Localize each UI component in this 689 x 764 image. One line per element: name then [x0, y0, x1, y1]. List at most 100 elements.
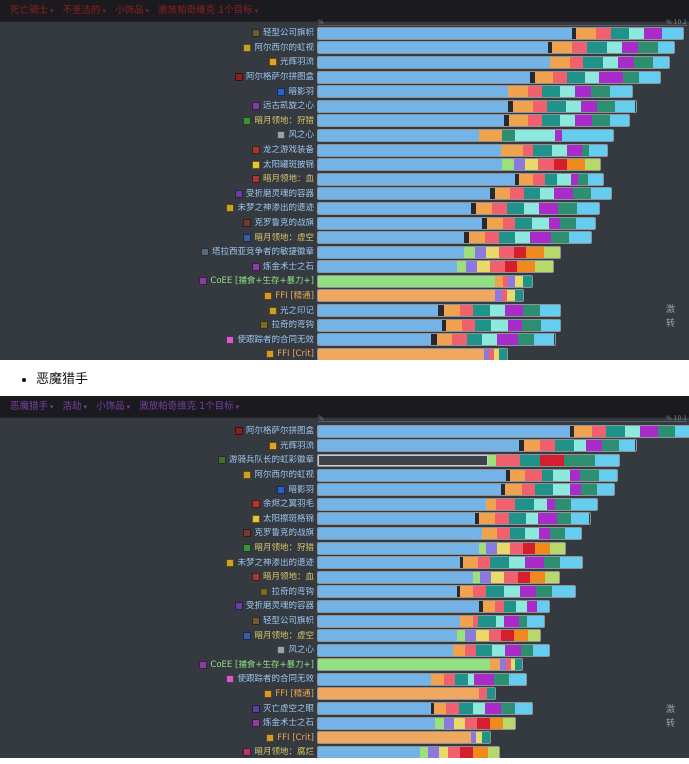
table-row[interactable]: FFI [精通] — [0, 687, 689, 702]
table-row[interactable]: 太阳擦斑格锦 — [0, 512, 689, 527]
stacked-bar[interactable] — [318, 261, 554, 273]
table-row[interactable]: 风之心 — [0, 128, 689, 143]
row-label[interactable]: 轻型公司旗帜 — [0, 616, 318, 626]
table-row[interactable]: 余烬之翼羽毛 — [0, 497, 689, 512]
table-row[interactable]: 炼金术士之石 — [0, 260, 689, 275]
row-label[interactable]: 受折磨灵魂的容器 — [0, 601, 318, 611]
stacked-bar[interactable] — [318, 673, 526, 685]
table-row[interactable]: 光辉羽流 — [0, 55, 689, 70]
row-label[interactable]: 使跟踪者的合同无效 — [0, 335, 318, 345]
table-row[interactable]: 灭亡虚空之眼 — [0, 701, 689, 716]
breadcrumb-class[interactable]: 恶魔猎手 ▾ — [10, 400, 54, 412]
row-label[interactable]: 轻型公司旗帜 — [0, 28, 318, 38]
row-label[interactable]: 光辉羽流 — [0, 57, 318, 67]
breadcrumb-fight[interactable]: 激放帕奇维克 1个目标 ▾ — [139, 400, 240, 412]
breadcrumb-slot[interactable]: 小饰品 ▾ — [96, 400, 131, 412]
stacked-bar[interactable] — [318, 56, 670, 68]
table-row[interactable]: 游骑兵队长的虹彩徽章 — [0, 453, 689, 468]
stacked-bar[interactable] — [318, 173, 603, 185]
table-row[interactable]: CoEE [捕食+生存+暴力+] — [0, 274, 689, 289]
stacked-bar[interactable] — [318, 469, 617, 481]
table-row[interactable]: 暗月领地：狩猎 — [0, 541, 689, 556]
table-row[interactable]: 使跟踪者的合同无效 — [0, 332, 689, 347]
row-label[interactable]: 暗月领地：虚空 — [0, 631, 318, 641]
stacked-bar[interactable] — [318, 644, 549, 656]
row-label[interactable]: 游骑兵队长的虹彩徽章 — [0, 455, 318, 465]
table-row[interactable]: 暗影羽 — [0, 84, 689, 99]
stacked-bar[interactable] — [318, 86, 633, 98]
table-row[interactable]: 暗影羽 — [0, 482, 689, 497]
breadcrumb-fight[interactable]: 激放帕奇维克 1个目标 ▾ — [158, 4, 259, 16]
breadcrumb-spec[interactable]: 浩劫 ▾ — [62, 400, 88, 412]
table-row[interactable]: 风之心 — [0, 643, 689, 658]
row-label[interactable]: 暗月领地：狩猎 — [0, 543, 318, 553]
stacked-bar[interactable] — [318, 275, 533, 287]
row-label[interactable]: 暗月领地：血 — [0, 572, 318, 582]
stacked-bar[interactable] — [318, 159, 601, 171]
row-label[interactable]: 炼金术士之石 — [0, 718, 318, 728]
table-row[interactable]: 暗月领地：血 — [0, 570, 689, 585]
row-label[interactable]: 克罗鲁克的战旗 — [0, 528, 318, 538]
row-label[interactable]: 暗影羽 — [0, 87, 318, 97]
row-label[interactable]: FFI [Crit] — [0, 349, 318, 359]
table-row[interactable]: 暗月领地：虚空 — [0, 230, 689, 245]
stacked-bar[interactable] — [318, 305, 561, 317]
stacked-bar[interactable] — [318, 557, 583, 569]
table-row[interactable]: 暗月领地：血 — [0, 172, 689, 187]
row-label[interactable]: 暗月领地：狩猎 — [0, 116, 318, 126]
row-label[interactable]: 克罗鲁克的战旗 — [0, 218, 318, 228]
table-row[interactable]: 使跟踪者的合同无效 — [0, 672, 689, 687]
stacked-bar[interactable] — [318, 144, 608, 156]
row-label[interactable]: 灭亡虚空之眼 — [0, 704, 318, 714]
stacked-bar[interactable] — [318, 232, 591, 244]
row-label[interactable]: 余烬之翼羽毛 — [0, 499, 318, 509]
stacked-bar[interactable] — [318, 334, 555, 346]
row-label[interactable]: FFI [精通] — [0, 689, 318, 699]
table-row[interactable]: 暗月领地：虚空 — [0, 628, 689, 643]
table-row[interactable]: FFI [精通] — [0, 289, 689, 304]
table-row[interactable]: 龙之游戏装备 — [0, 143, 689, 158]
row-label[interactable]: 受折磨灵魂的容器 — [0, 189, 318, 199]
stacked-bar[interactable] — [318, 484, 615, 496]
table-row[interactable]: 光辉羽流 — [0, 439, 689, 454]
stacked-bar[interactable] — [318, 703, 532, 715]
breadcrumb-class[interactable]: 死亡骑士 ▾ — [10, 4, 54, 16]
row-label[interactable]: CoEE [捕食+生存+暴力+] — [0, 660, 318, 670]
row-label[interactable]: 暗影羽 — [0, 485, 318, 495]
stacked-bar[interactable] — [318, 348, 508, 360]
row-label[interactable]: 暗月领地：血 — [0, 174, 318, 184]
row-label[interactable]: 阿尔格萨尔拼图盒 — [0, 72, 318, 82]
stacked-bar[interactable] — [318, 542, 566, 554]
table-row[interactable]: 克罗鲁克的战旗 — [0, 526, 689, 541]
row-label[interactable]: 风之心 — [0, 645, 318, 655]
stacked-bar[interactable] — [318, 290, 523, 302]
table-row[interactable]: CoEE [捕食+生存+暴力+] — [0, 658, 689, 673]
stacked-bar[interactable] — [318, 319, 560, 331]
row-label[interactable]: 风之心 — [0, 130, 318, 140]
stacked-bar[interactable] — [318, 732, 491, 744]
table-row[interactable]: 轻型公司旗帜 — [0, 614, 689, 629]
row-label[interactable]: 炼金术士之石 — [0, 262, 318, 272]
table-row[interactable]: 炼金术士之石 — [0, 716, 689, 731]
row-label[interactable]: FFI [Crit] — [0, 733, 318, 743]
stacked-bar[interactable] — [318, 188, 612, 200]
row-label[interactable]: 光之印记 — [0, 306, 318, 316]
stacked-bar[interactable] — [318, 129, 614, 141]
stacked-bar[interactable] — [318, 746, 499, 758]
table-row[interactable]: 未梦之神渗出的遗迹 — [0, 555, 689, 570]
stacked-bar[interactable] — [318, 27, 683, 39]
row-label[interactable]: 使跟踪者的合同无效 — [0, 674, 318, 684]
stacked-bar[interactable] — [318, 600, 550, 612]
row-label[interactable]: 暗月领地：虚空 — [0, 233, 318, 243]
row-label[interactable]: 拉奇的弯钩 — [0, 320, 318, 330]
stacked-bar[interactable] — [318, 688, 495, 700]
breadcrumb-spec[interactable]: 不圣洁的 ▾ — [62, 4, 107, 16]
row-label[interactable]: 阿尔西尔的虹视 — [0, 43, 318, 53]
table-row[interactable]: 拉奇的弯钩 — [0, 318, 689, 333]
table-row[interactable]: 阿尔格萨尔拼图盒 — [0, 70, 689, 85]
stacked-bar[interactable] — [318, 630, 540, 642]
table-row[interactable]: 阿尔西尔的虹视 — [0, 41, 689, 56]
row-label[interactable]: 远古凯旋之心 — [0, 101, 318, 111]
stacked-bar[interactable] — [318, 659, 523, 671]
table-row[interactable]: 克罗鲁克的战旗 — [0, 216, 689, 231]
